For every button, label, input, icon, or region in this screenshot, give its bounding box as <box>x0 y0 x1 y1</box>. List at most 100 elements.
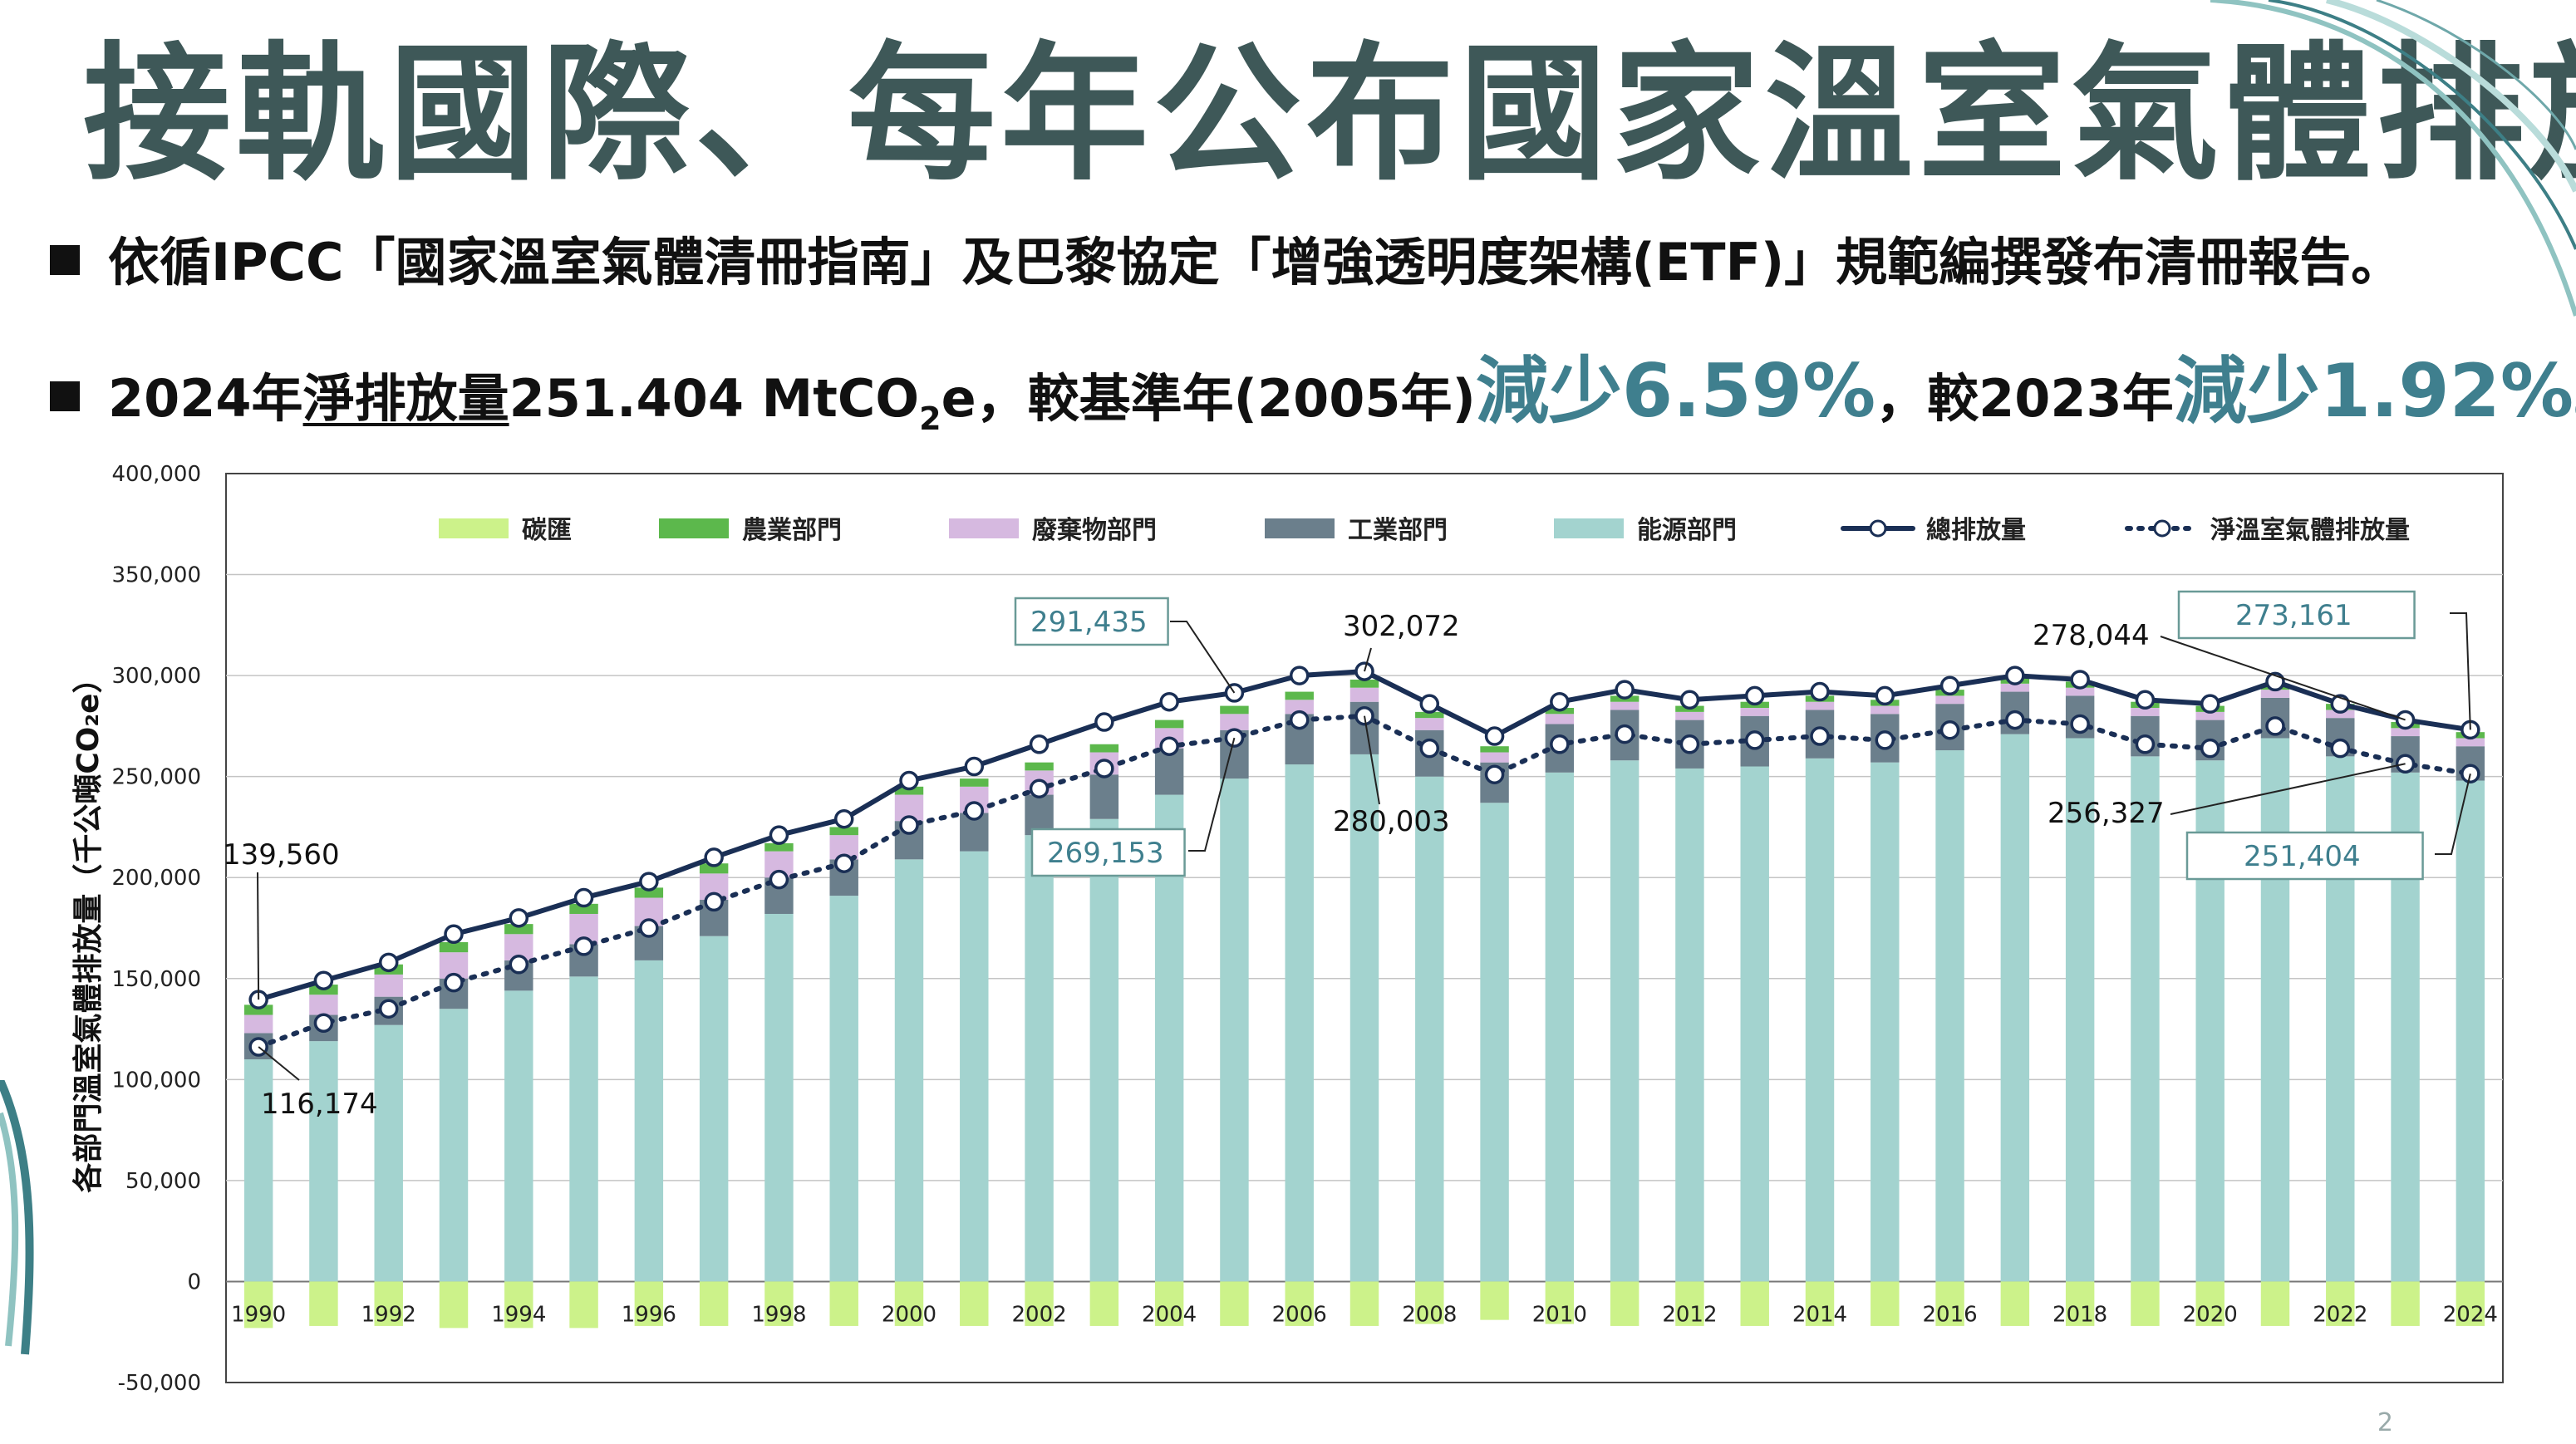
bar-waste <box>2326 710 2355 719</box>
bar-carbon-sink <box>1740 1281 1769 1326</box>
annotation-2024-total-leader <box>2450 612 2471 730</box>
annotation-2023-net-label: 256,327 <box>2048 797 2165 830</box>
bar-agriculture <box>1480 746 1509 753</box>
net-emission-point <box>1615 724 1635 744</box>
bar-agriculture <box>1220 705 1249 715</box>
legend-industry-label: 工業部門 <box>1348 516 1448 545</box>
bar-energy <box>439 1009 469 1282</box>
total-emission-point <box>378 952 399 973</box>
bar-waste <box>2131 708 2160 716</box>
bar-energy <box>1545 772 1575 1282</box>
bar-energy <box>764 913 794 1282</box>
bar-carbon-sink <box>1675 1281 1704 1326</box>
bullet-ipcc-text: 依循IPCC「國家溫室氣體清冊指南」及巴黎協定「增強透明度架構(ETF)」規範編… <box>108 232 2403 292</box>
bar-waste <box>1415 718 1444 730</box>
x-tick-label: 2012 <box>1662 1302 1717 1327</box>
bar-energy <box>2000 734 2030 1282</box>
x-tick-label: 2008 <box>1402 1302 1457 1327</box>
annotation-2005-net-label: 269,153 <box>1047 837 1164 870</box>
y-tick-label: 250,000 <box>111 765 201 790</box>
bar-energy <box>960 851 989 1282</box>
y-tick-label: 150,000 <box>111 967 201 992</box>
bullet2-part1: 2024年 <box>108 368 303 429</box>
bar-energy <box>1675 768 1704 1282</box>
net-emission-point <box>1679 734 1700 754</box>
bar-waste <box>1480 752 1509 763</box>
total-emission-point <box>509 908 529 928</box>
bar-waste <box>2456 738 2485 747</box>
total-emission-point <box>964 756 985 777</box>
annotation-2007-total-leader <box>1364 647 1372 672</box>
total-emission-point <box>444 924 464 945</box>
x-tick-label: 1990 <box>231 1302 286 1327</box>
bar-carbon-sink <box>243 1281 273 1329</box>
bar-agriculture <box>1154 720 1184 729</box>
net-emission-point <box>444 972 464 993</box>
annotation-2005-net-box <box>1030 828 1186 877</box>
total-emission-point <box>899 770 919 791</box>
net-emission-point <box>2070 714 2090 734</box>
bar-waste <box>1610 701 1639 710</box>
bar-energy <box>1480 803 1509 1282</box>
bar-carbon-sink <box>1349 1281 1379 1326</box>
legend-waste-label: 廢棄物部門 <box>1032 516 1157 545</box>
bar-industry <box>1154 748 1184 795</box>
total-emission-point <box>1419 694 1440 714</box>
net-emission-point <box>1939 720 1960 740</box>
bar-carbon-sink <box>1220 1281 1249 1326</box>
x-tick-label: 2024 <box>2443 1302 2498 1327</box>
bar-carbon-sink <box>569 1281 598 1329</box>
bar-energy <box>243 1059 273 1282</box>
bar-waste <box>2000 683 2030 692</box>
bar-energy <box>374 1024 403 1282</box>
legend-total-emission-swatch-marker <box>1869 519 1887 538</box>
bar-carbon-sink <box>309 1281 338 1326</box>
bar-agriculture <box>829 827 858 836</box>
bar-waste <box>309 995 338 1015</box>
total-emission-point <box>1289 666 1310 685</box>
bar-energy <box>699 936 729 1282</box>
net-emission-point <box>1744 730 1765 750</box>
total-emission-point <box>1615 680 1635 700</box>
annotation-2023-total-leader <box>2160 636 2406 721</box>
net-emission-point <box>1810 726 1830 746</box>
x-tick-label: 2014 <box>1792 1302 1847 1327</box>
total-emission-point <box>1810 681 1830 702</box>
legend-net-emission-swatch-marker <box>2153 519 2171 538</box>
total-emission-point <box>2135 690 2156 710</box>
bar-energy <box>2260 738 2290 1282</box>
bar-carbon-sink <box>1089 1281 1119 1326</box>
bar-energy <box>1285 764 1314 1282</box>
co2-subscript: 2 <box>919 400 941 437</box>
decorative-wave-bottom-left <box>0 1080 34 1355</box>
total-emission-point <box>1939 675 1960 696</box>
net-emission-underlined: 淨排放量 <box>302 368 509 429</box>
annotation-2007-net-leader <box>1364 715 1380 805</box>
bar-carbon-sink <box>699 1281 729 1326</box>
bar-carbon-sink <box>1805 1281 1835 1326</box>
y-tick-label: 400,000 <box>111 462 201 487</box>
bullet-ipcc: 依循IPCC「國家溫室氣體清冊指南」及巴黎協定「增強透明度架構(ETF)」規範編… <box>50 220 2402 295</box>
annotation-2005-total-label: 291,435 <box>1030 606 1148 639</box>
x-tick-label: 2018 <box>2052 1302 2107 1327</box>
annotation-2024-total-box <box>2177 590 2416 640</box>
bar-waste <box>2065 687 2095 696</box>
x-tick-label: 2004 <box>1142 1302 1197 1327</box>
x-tick-label: 2010 <box>1532 1302 1587 1327</box>
x-tick-label: 2002 <box>1011 1302 1066 1327</box>
bar-carbon-sink <box>439 1281 469 1329</box>
bar-carbon-sink <box>2131 1281 2160 1326</box>
plot-frame <box>225 473 2504 1383</box>
net-emission-point <box>639 918 659 938</box>
annotation-2007-net-label: 280,003 <box>1333 805 1450 838</box>
bar-agriculture <box>1089 744 1119 753</box>
bar-carbon-sink <box>1025 1281 1054 1326</box>
bar-energy <box>1089 818 1119 1282</box>
net-emission-point <box>899 815 919 835</box>
bullet2-part4: ，較2023年 <box>1875 368 2174 429</box>
bar-energy <box>2131 756 2160 1282</box>
decorative-wave-top-right <box>2210 0 2576 317</box>
annotation-2024-total-label: 273,161 <box>2235 599 2352 632</box>
bar-energy <box>1025 835 1054 1282</box>
net-emission-point <box>509 955 529 975</box>
